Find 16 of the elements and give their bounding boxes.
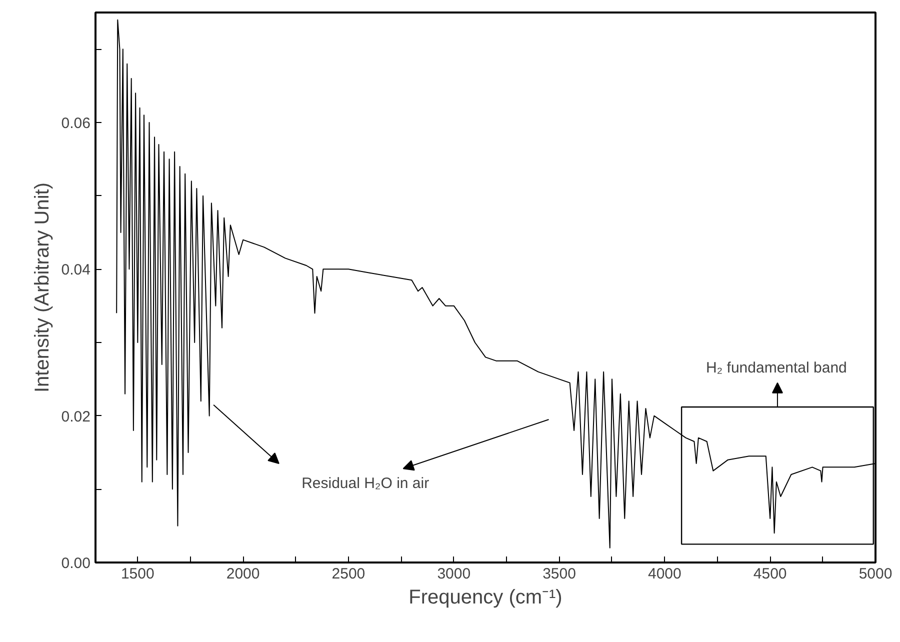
x-tick-label: 2500 [332,566,366,582]
x-axis-title: Frequency (cm⁻¹) [408,586,562,608]
y-tick-label: 0.04 [61,262,91,279]
x-tick-label: 3500 [542,566,576,582]
y-tick-label: 0.06 [61,115,91,132]
y-axis-title: Intensity (Arbitrary Unit) [31,182,54,393]
x-tick-label: 3000 [437,566,471,582]
x-tick-label: 5000 [858,566,892,582]
y-tick-label: 0.00 [61,555,91,572]
annotation: Residual H₂O in air [302,474,430,492]
x-tick-label: 1500 [120,566,154,582]
x-tick-label: 4500 [753,566,787,582]
x-tick-label: 2000 [226,566,260,582]
annotation: H₂ fundamental band [706,360,847,377]
x-tick-label: 4000 [648,566,682,582]
y-tick-label: 0.02 [61,408,91,426]
